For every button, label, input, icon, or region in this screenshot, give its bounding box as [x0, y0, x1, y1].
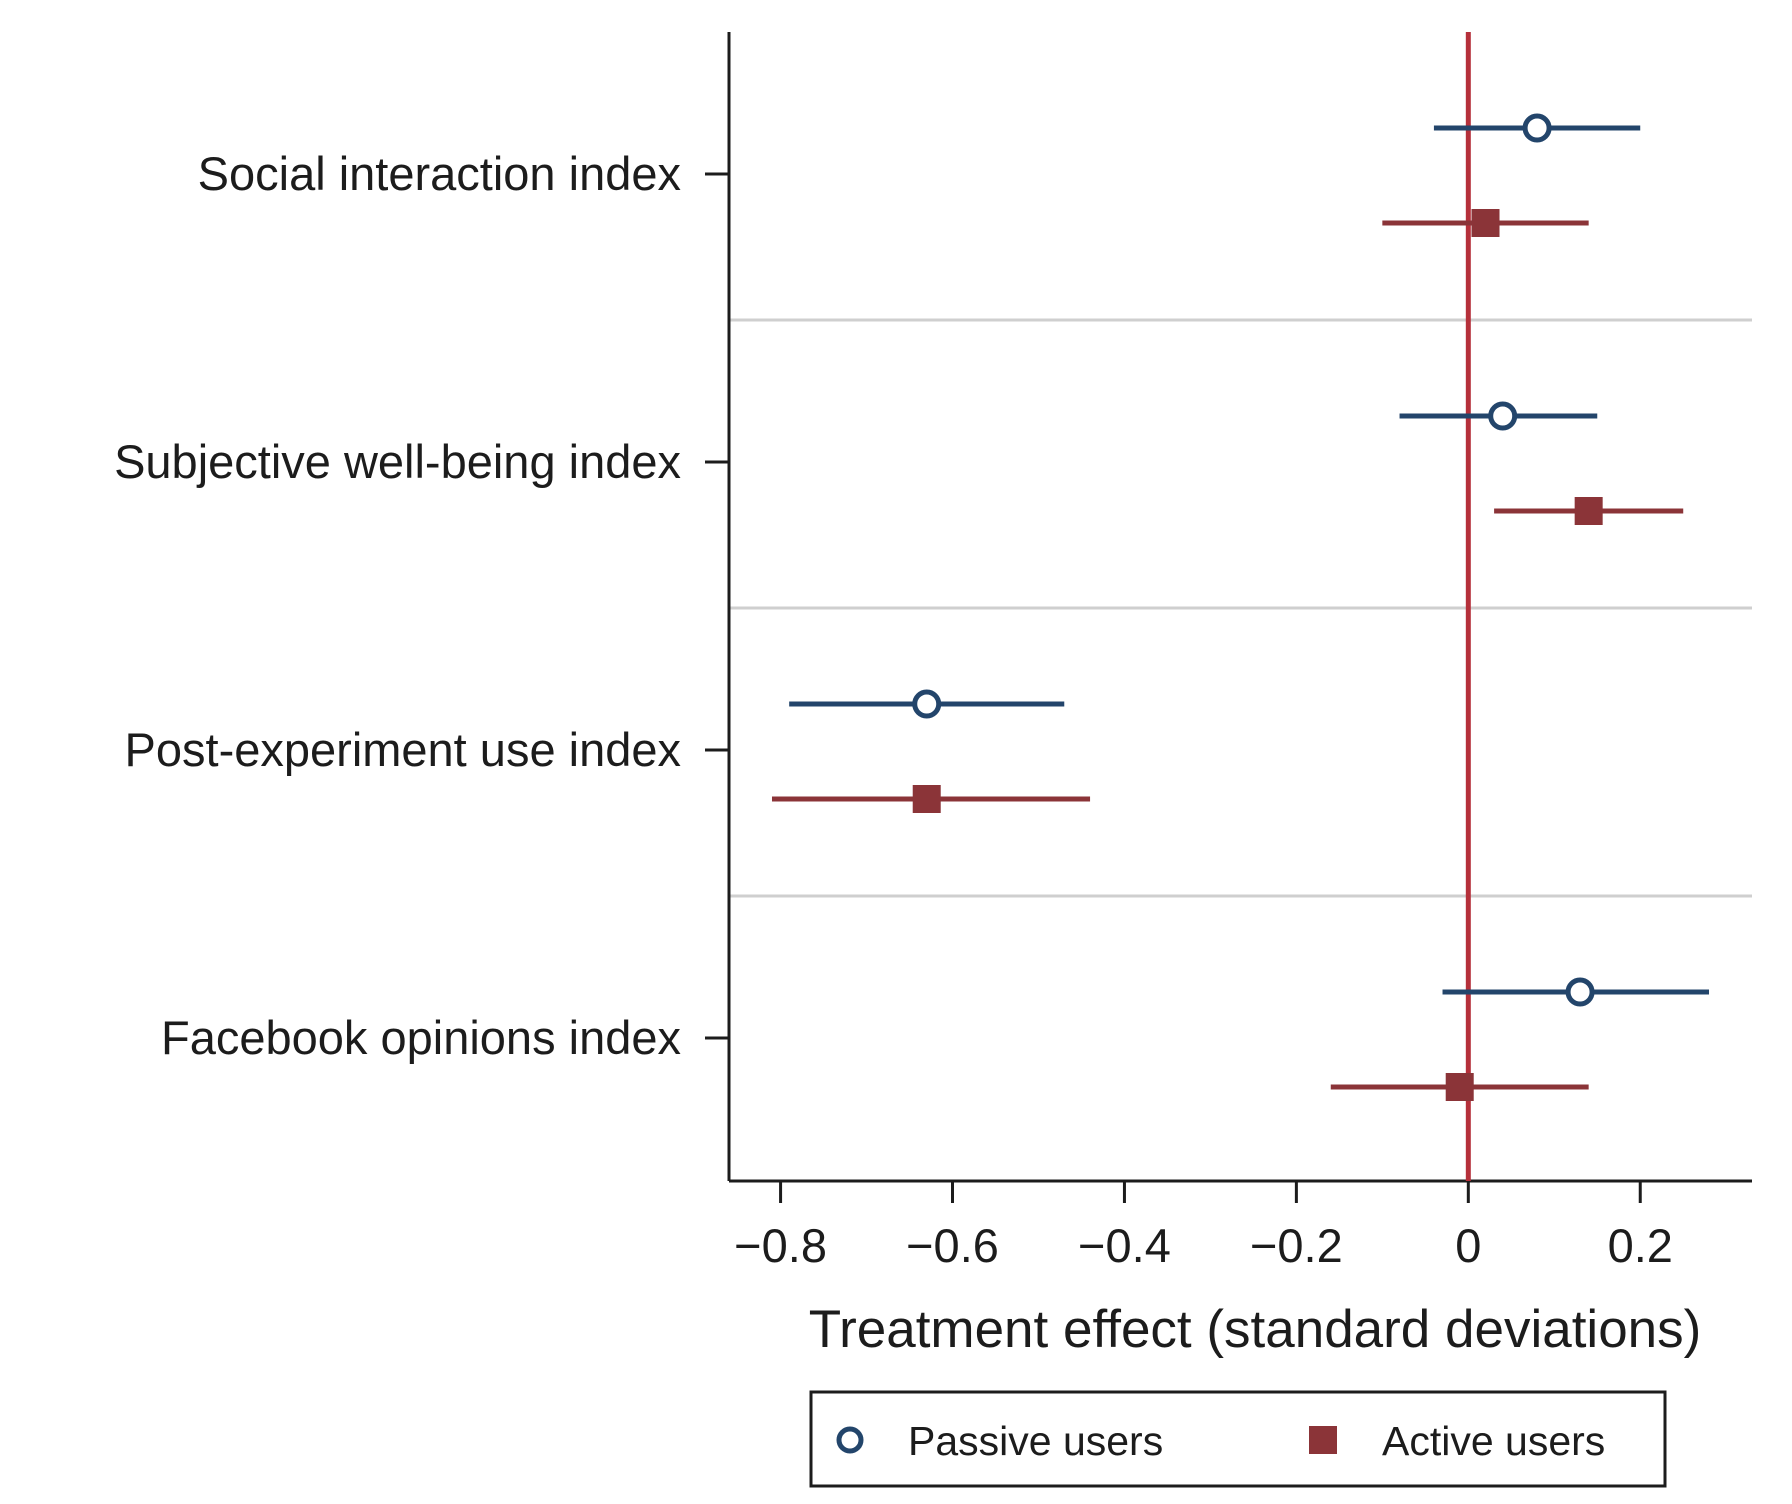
point-estimate	[1488, 401, 1518, 431]
x-axis-ticks: −0.8 −0.6 −0.4 −0.2 0 0.2	[734, 1181, 1673, 1272]
series-passive-users	[789, 113, 1710, 1007]
legend-item: Passive users	[836, 1418, 1163, 1464]
point-estimate	[1574, 497, 1603, 525]
x-tick-label: −0.2	[1250, 1219, 1343, 1272]
legend: Passive users Active users	[809, 1390, 1667, 1488]
x-axis-label: Treatment effect (standard deviations)	[809, 1300, 1702, 1359]
legend-box	[809, 1390, 1667, 1488]
legend-marker-square	[1309, 1426, 1337, 1454]
x-tick-label: 0.2	[1608, 1219, 1673, 1272]
x-tick-label: −0.8	[734, 1219, 827, 1272]
category-label: Subjective well-being index	[114, 435, 681, 488]
legend-item: Active users	[1309, 1418, 1605, 1464]
point-estimate	[1565, 977, 1595, 1007]
point-estimate	[912, 785, 941, 813]
category-label: Social interaction index	[198, 147, 681, 200]
point-estimate	[1445, 1073, 1474, 1101]
legend-items: Passive users Active users	[836, 1418, 1605, 1464]
series-marks	[771, 113, 1710, 1101]
legend-marker-circle	[836, 1426, 864, 1454]
series-active-users	[771, 209, 1684, 1101]
category-separators	[729, 318, 1752, 898]
x-tick-label: −0.4	[1078, 1219, 1171, 1272]
point-estimate	[1471, 209, 1500, 237]
legend-label: Passive users	[908, 1418, 1163, 1464]
x-tick-label: −0.6	[906, 1219, 999, 1272]
y-axis-ticks: Social interaction index Subjective well-…	[114, 147, 729, 1064]
category-label: Facebook opinions index	[161, 1011, 681, 1064]
point-estimate	[912, 689, 942, 719]
x-tick-label: 0	[1455, 1219, 1481, 1272]
legend-label: Active users	[1382, 1418, 1605, 1464]
category-label: Post-experiment use index	[125, 723, 681, 776]
point-estimate	[1522, 113, 1552, 143]
